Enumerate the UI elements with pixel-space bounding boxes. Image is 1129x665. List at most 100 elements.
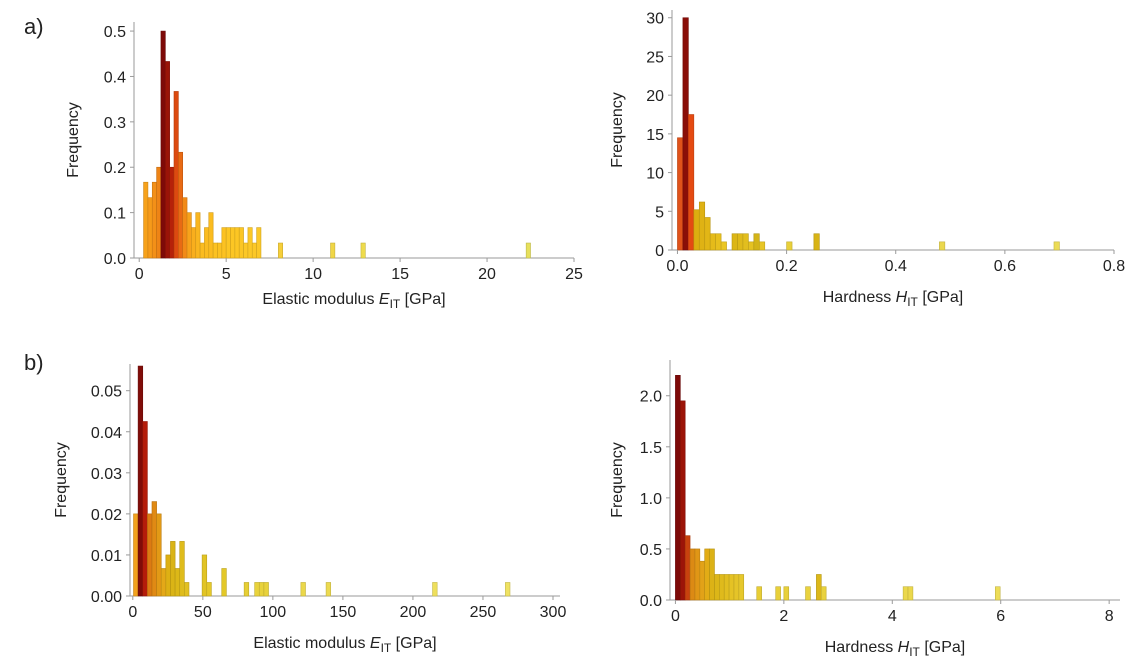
bar-26	[256, 227, 262, 259]
bar-6	[169, 166, 175, 259]
y-tick-label: 0.0	[640, 593, 662, 610]
chart-a-modulus: 0 5 10 15 20 25 0.0 0.1 0.2 0.3 0.4 0.5 Frequency Ela…	[65, 22, 583, 311]
y-tick-label: 0.00	[91, 589, 122, 606]
bar-15	[243, 582, 250, 597]
bar-14	[759, 241, 766, 251]
y-tick-label: 2.0	[640, 389, 662, 406]
x-axis-title-unit: [GPa]	[400, 291, 445, 308]
y-tick-label: 1.5	[640, 440, 662, 457]
bar-11	[184, 582, 190, 597]
bar-9	[719, 574, 725, 601]
bar-10	[179, 541, 185, 597]
bar-16	[813, 233, 820, 251]
x-tick-label: 100	[260, 604, 287, 621]
y-tick-label: 0.01	[91, 548, 122, 565]
bar-6	[709, 233, 716, 251]
x-axis-title-text: Hardness	[823, 289, 896, 306]
x-tick-label: 20	[478, 266, 496, 283]
x-tick-label: 6	[996, 608, 1005, 625]
axes	[671, 10, 1114, 251]
y-tick-label: 0.03	[91, 466, 122, 483]
bar-8	[714, 574, 720, 601]
bar-7	[715, 233, 722, 251]
bar-15	[775, 586, 781, 601]
bar-21	[234, 227, 240, 259]
bar-1	[137, 365, 144, 597]
bar-22	[994, 586, 1001, 601]
x-ticks: 0.0 0.2 0.4 0.6 0.8	[666, 250, 1125, 275]
bar-5	[704, 217, 711, 251]
x-tick-label: 8	[1105, 608, 1114, 625]
bar-0	[677, 137, 684, 251]
x-axis-title: Hardness HIT [GPa]	[825, 639, 966, 659]
y-axis-title: Frequency	[609, 92, 626, 168]
x-axis-title-unit: [GPa]	[920, 639, 965, 656]
x-axis-title-subscript: IT	[381, 641, 392, 655]
bar-4	[698, 201, 706, 251]
bar-11	[728, 574, 735, 601]
bar-8	[178, 151, 184, 259]
bar-17	[258, 582, 265, 597]
y-tick-label: 0.05	[91, 384, 122, 401]
bar-4	[160, 30, 166, 259]
panel-label-a: a)	[24, 14, 44, 39]
bar-2	[684, 535, 691, 601]
y-ticks: 0.0 0.1 0.2 0.3 0.4 0.5	[104, 24, 134, 268]
bar-25	[251, 242, 257, 259]
bar-12	[748, 241, 755, 251]
x-axis-title-text: Elastic modulus	[262, 291, 379, 308]
x-tick-label: 10	[304, 266, 322, 283]
y-tick-label: 0.4	[104, 69, 126, 86]
y-tick-label: 25	[646, 49, 664, 66]
bar-17	[217, 242, 223, 259]
bar-18	[1053, 241, 1060, 251]
chart-a-hardness: 0.0 0.2 0.4 0.6 0.8 0 5 10 15 20 25 30 Frequency Hard…	[609, 10, 1125, 309]
bar-30	[525, 242, 531, 259]
chart-b-modulus: 0 50 100 150 200 250 3000.000.010.020.030.040.…	[53, 364, 566, 655]
bar-5	[699, 560, 706, 601]
x-axis-title-symbol: E	[370, 635, 381, 652]
bar-2	[151, 181, 157, 259]
x-tick-label: 4	[888, 608, 897, 625]
y-ticks: 0 5 10 15 20 25 30	[646, 11, 672, 260]
x-axis-title-text: Hardness	[825, 639, 898, 656]
y-tick-label: 0.04	[91, 425, 122, 442]
x-tick-label: 0	[671, 608, 680, 625]
bar-11	[191, 227, 197, 259]
x-tick-label: 150	[330, 604, 357, 621]
bar-17	[805, 586, 811, 601]
bar-15	[786, 241, 793, 251]
bar-16	[783, 586, 790, 601]
bar-3	[693, 209, 700, 251]
bar-0	[675, 375, 681, 601]
bar-9	[174, 568, 181, 597]
x-tick-label: 0.2	[775, 258, 797, 275]
y-ticks: 0.0 0.5 1.0 1.5 2.0	[640, 389, 670, 610]
bar-10	[737, 233, 744, 251]
y-tick-label: 15	[646, 127, 664, 144]
bar-27	[278, 242, 284, 259]
bar-5	[156, 513, 162, 597]
x-axis-title-symbol: E	[379, 291, 390, 308]
x-tick-label: 25	[565, 266, 583, 283]
x-ticks: 0 50 100 150 200 250 300	[128, 596, 566, 621]
bar-14	[756, 586, 762, 601]
axes	[129, 364, 560, 597]
y-tick-label: 0	[655, 243, 664, 260]
bar-19	[300, 582, 306, 597]
bar-13	[753, 233, 760, 251]
x-axis-title-symbol: H	[898, 639, 910, 656]
x-axis-title-unit: [GPa]	[918, 289, 963, 306]
bar-13	[206, 582, 212, 597]
bar-17	[939, 241, 946, 251]
bar-24	[247, 227, 253, 259]
x-tick-label: 2	[779, 608, 788, 625]
bar-19	[820, 586, 827, 601]
bar-2	[142, 421, 148, 597]
axes	[669, 360, 1120, 601]
y-tick-label: 0.2	[104, 160, 126, 177]
bar-16	[212, 242, 218, 259]
bar-16	[254, 582, 260, 597]
chart-b-hardness: 0 2 4 6 8 0.0 0.5 1.0 1.5 2.0 Frequency Hardness HI…	[609, 360, 1120, 659]
